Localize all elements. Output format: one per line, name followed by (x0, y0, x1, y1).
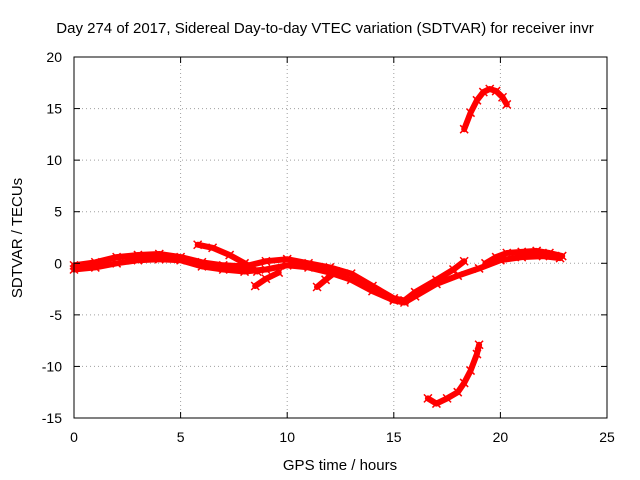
data-point (480, 258, 491, 268)
data-point (367, 286, 378, 296)
data-point (389, 295, 399, 305)
data-point (312, 282, 322, 292)
y-tick-label: 10 (46, 152, 62, 168)
x-tick-label: 20 (493, 429, 509, 445)
data-point (346, 275, 356, 285)
data-point (472, 95, 482, 105)
data-point (498, 92, 508, 102)
y-tick-label: 0 (54, 255, 62, 271)
data-point (154, 254, 164, 264)
x-tick-label: 0 (70, 429, 78, 445)
data-point (240, 267, 250, 277)
data-point (193, 240, 203, 250)
data-point (431, 399, 441, 409)
y-tick-label: -10 (42, 358, 62, 374)
data-point (453, 387, 463, 397)
y-tick-label: 5 (54, 204, 62, 220)
data-point (218, 264, 228, 275)
series-bump-near-hour-6 (193, 240, 262, 277)
data-point (474, 263, 484, 273)
data-point (491, 252, 501, 262)
data-point (459, 256, 469, 266)
data-point (261, 264, 271, 275)
data-point (474, 340, 484, 350)
series-line (424, 341, 483, 407)
data-point (399, 297, 409, 308)
data-point (208, 243, 218, 253)
data-series (69, 84, 567, 409)
data-point (532, 246, 542, 256)
data-point (466, 366, 476, 376)
data-point (90, 262, 100, 272)
data-point (442, 393, 452, 403)
data-point (225, 250, 235, 260)
data-point (250, 281, 260, 291)
chart-title: Day 274 of 2017, Sidereal Day-to-day VTE… (56, 20, 593, 37)
data-point (410, 291, 420, 301)
data-point (112, 258, 122, 268)
y-tick-label: 15 (46, 101, 62, 117)
data-point (431, 279, 441, 289)
data-point (502, 248, 512, 258)
x-tick-label: 25 (599, 429, 615, 445)
data-point (261, 274, 271, 284)
series-late-segment-hours-19-23 (480, 246, 567, 268)
data-point (282, 260, 292, 270)
data-point (321, 275, 331, 285)
y-tick-label: -15 (42, 410, 62, 426)
data-point (252, 267, 262, 277)
data-point (133, 255, 143, 265)
data-point (502, 99, 512, 109)
grid (74, 57, 607, 418)
data-point (423, 393, 433, 403)
series-dip-near-hour-12 (312, 267, 341, 292)
data-point (517, 247, 527, 257)
series-upper-arc (459, 84, 512, 134)
y-tick-label: 20 (46, 49, 62, 65)
data-point (197, 261, 207, 271)
series-dip-near-hour-9 (250, 268, 284, 291)
series-lower-arc (423, 340, 484, 409)
x-tick-label: 15 (386, 429, 402, 445)
data-point (240, 258, 250, 268)
data-point (459, 124, 469, 134)
data-point (459, 378, 469, 388)
data-point (472, 349, 482, 359)
data-point (557, 251, 567, 261)
data-point (274, 268, 284, 278)
data-point (261, 256, 271, 266)
axis-ticks: 0 5 10 15 20 25 -15 -10 -5 0 5 10 15 20 (42, 49, 615, 445)
data-point (453, 271, 463, 281)
data-point (466, 108, 476, 118)
data-point (478, 87, 488, 97)
x-tick-label: 10 (279, 429, 295, 445)
series-main-band-lower-track- (69, 251, 565, 308)
y-axis-label: SDTVAR / TECUs (9, 178, 26, 298)
y-tick-label: -5 (50, 307, 63, 323)
data-point (176, 255, 186, 265)
plot-frame (73, 56, 608, 419)
data-point (485, 84, 495, 94)
data-point (448, 264, 459, 275)
data-point (544, 248, 554, 258)
data-point (331, 267, 341, 277)
x-tick-label: 5 (177, 429, 185, 445)
data-point (303, 262, 314, 272)
x-axis-label: GPS time / hours (283, 457, 397, 474)
